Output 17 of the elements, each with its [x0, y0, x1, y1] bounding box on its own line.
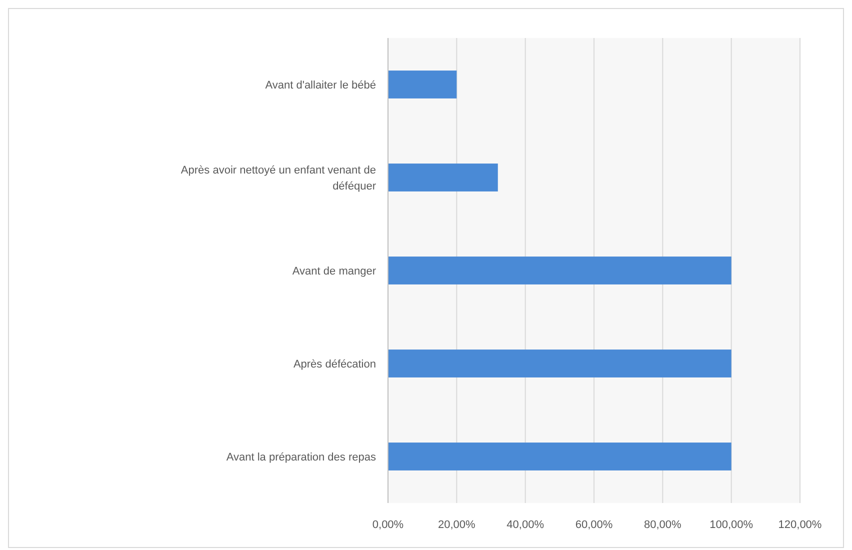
y-tick-label: Après avoir nettoyé un enfant venant de déféquer — [180, 164, 376, 192]
x-tick-label: 40,00% — [506, 519, 544, 531]
bar — [388, 70, 457, 98]
bar — [388, 164, 498, 192]
x-tick-label: 20,00% — [438, 519, 476, 531]
bar — [388, 256, 732, 284]
y-tick-label: Après défécation — [293, 358, 376, 370]
y-tick-label: Avant la préparation des repas — [226, 452, 376, 464]
x-tick-label: 80,00% — [644, 519, 682, 531]
y-tick-label: Avant de manger — [292, 266, 376, 278]
x-tick-label: 100,00% — [710, 519, 754, 531]
x-tick-label: 60,00% — [575, 519, 613, 531]
x-tick-label: 0,00% — [372, 519, 404, 531]
bar — [388, 350, 732, 378]
y-tick-label: Avant d'allaiter le bébé — [265, 80, 376, 92]
bar — [388, 442, 732, 470]
x-tick-label: 120,00% — [778, 519, 822, 531]
